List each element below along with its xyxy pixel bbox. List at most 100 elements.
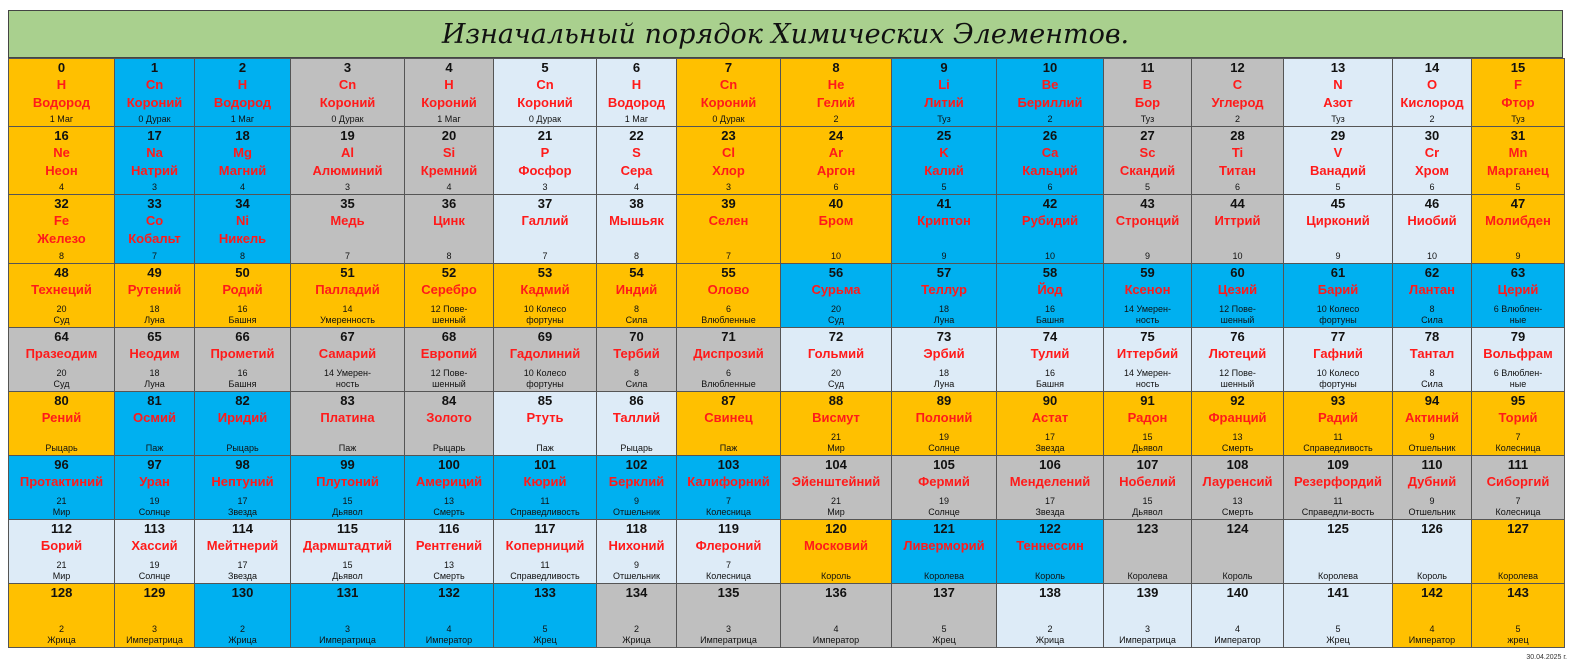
element-info: Рыцарь	[45, 443, 78, 453]
element-info: Императрица	[1119, 635, 1176, 645]
element-name: Празеодим	[25, 346, 98, 361]
element-name: Литий	[924, 95, 964, 110]
element-note: 21	[56, 496, 67, 506]
element-name: Родий	[222, 282, 263, 297]
element-info: Сила	[625, 315, 648, 325]
element-info: Императрица	[700, 635, 757, 645]
element-info: 0 Дурак	[331, 114, 364, 124]
element-info: 0 Дурак	[138, 114, 171, 124]
element-symbol: S	[632, 145, 641, 160]
element-cell: 114 Мейтнерий 17 Звезда	[194, 519, 291, 584]
element-cell: 11 B Бор Туз	[1103, 58, 1192, 127]
element-name: Никель	[218, 231, 267, 246]
element-cell: 128 2 Жрица	[8, 583, 115, 648]
element-info: Звезда	[1035, 443, 1065, 453]
element-note: 19	[938, 432, 949, 442]
element-name: Радон	[1127, 410, 1168, 425]
element-cell: 1 Cn Короний 0 Дурак	[114, 58, 195, 127]
element-number: 64	[54, 329, 69, 344]
element-cell: 56 Сурьма 20 Суд	[780, 263, 892, 328]
element-number: 124	[1226, 521, 1249, 536]
element-number: 44	[1230, 196, 1245, 211]
element-note: 14 Умерен-	[1124, 368, 1171, 378]
element-cell: 100 Америций 13 Смерть	[404, 455, 494, 520]
element-cell: 42 Рубидий 10	[996, 194, 1104, 264]
element-name: Короний	[319, 95, 376, 110]
element-info: Королева	[1317, 571, 1358, 581]
element-info: Мир	[52, 571, 71, 581]
element-number: 34	[235, 196, 250, 211]
element-name: Скандий	[1119, 163, 1176, 178]
element-cell: 37 Галлий 7	[493, 194, 597, 264]
element-number: 43	[1140, 196, 1155, 211]
element-cell: 125 Королева	[1283, 519, 1393, 584]
element-cell: 111 Сиборгий 7 Колесница	[1471, 455, 1565, 520]
element-number: 20	[441, 128, 457, 143]
element-number: 1	[150, 60, 159, 75]
element-note: 15	[342, 560, 353, 570]
element-name: Гольмий	[807, 346, 865, 361]
element-number: 101	[534, 457, 556, 472]
element-name: Кобальт	[128, 231, 181, 246]
element-note: 6 Влюблен-	[1493, 304, 1543, 314]
element-note: 4	[446, 624, 452, 634]
element-name: Эйенштейний	[791, 474, 881, 489]
element-info: 10	[1426, 251, 1437, 261]
element-cell: 34 Ni Никель 8	[194, 194, 291, 264]
element-info: Отшельник	[1408, 507, 1456, 517]
element-info: Суд	[828, 379, 844, 389]
element-note: 16	[237, 368, 248, 378]
element-info: Справедливость	[510, 571, 580, 581]
element-name: Ртуть	[526, 410, 564, 425]
element-number: 94	[1424, 393, 1440, 408]
element-info: 7	[542, 251, 548, 261]
element-cell: 112 Борий 21 Мир	[8, 519, 115, 584]
element-number: 74	[1042, 329, 1058, 344]
element-name: Лютеций	[1208, 346, 1267, 361]
element-info: 1 Маг	[624, 114, 649, 124]
element-name: Эрбий	[923, 346, 965, 361]
element-cell: 131 3 Императрица	[290, 583, 405, 648]
element-name: Сера	[620, 163, 653, 178]
element-info: Туз	[937, 114, 951, 124]
element-cell: 62 Лантан 8 Сила	[1392, 263, 1472, 328]
element-cell: 98 Нептуний 17 Звезда	[194, 455, 291, 520]
element-symbol: B	[1142, 77, 1153, 92]
element-cell: 83 Платина Паж	[290, 391, 405, 456]
element-name: Индий	[615, 282, 658, 297]
element-cell: 72 Гольмий 20 Суд	[780, 327, 892, 392]
element-number: 125	[1327, 521, 1349, 536]
element-name: Ванадий	[1310, 163, 1366, 178]
element-name: Флероний	[695, 538, 762, 553]
element-info: 4	[239, 182, 245, 192]
element-name: Цинк	[433, 213, 465, 228]
element-note: 4	[1429, 624, 1435, 634]
element-note: 14 Умерен-	[324, 368, 371, 378]
element-symbol: Cn	[719, 77, 738, 92]
element-name: Иттрий	[1214, 213, 1261, 228]
element-number: 84	[441, 393, 457, 408]
element-cell: 25 K Калий 5	[891, 126, 997, 195]
element-number: 67	[340, 329, 355, 344]
element-cell: 31 Mn Марганец 5	[1471, 126, 1565, 195]
element-name: Мейтнерий	[206, 538, 279, 553]
element-name: Титан	[1219, 163, 1256, 178]
element-number: 28	[1230, 128, 1245, 143]
element-info: Королева	[1127, 571, 1168, 581]
element-info: Звезда	[1035, 507, 1065, 517]
element-cell: 135 3 Императрица	[676, 583, 781, 648]
element-info: Рыцарь	[432, 443, 466, 453]
element-name: Теллур	[921, 282, 967, 297]
element-symbol: Sc	[1139, 145, 1156, 160]
element-symbol: Ti	[1231, 145, 1244, 160]
element-cell: 47 Молибден 9	[1471, 194, 1565, 264]
page-title: Изначальный порядок Химических Элементов…	[8, 10, 1563, 58]
element-info: 0 Дурак	[528, 114, 562, 124]
element-name: Берклий	[608, 474, 665, 489]
element-cell: 99 Плутоний 15 Дьявол	[290, 455, 405, 520]
element-name: Висмут	[812, 410, 860, 425]
element-cell: 92 Франций 13 Смерть	[1191, 391, 1284, 456]
element-note: 20	[830, 368, 841, 378]
element-info: 7	[725, 251, 731, 261]
element-name: Торий	[1498, 410, 1538, 425]
